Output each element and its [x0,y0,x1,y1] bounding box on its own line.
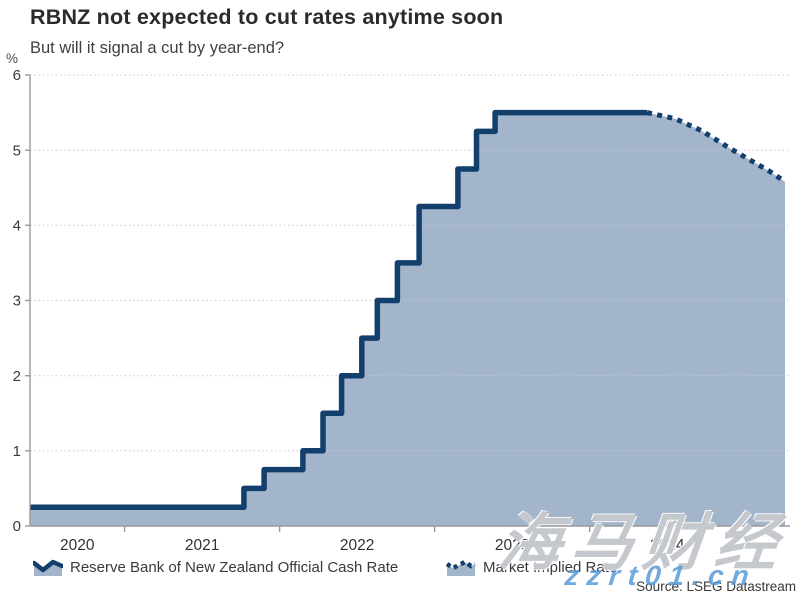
y-tick-label-6: 6 [13,67,21,84]
dotted-line-legend-icon [446,559,476,576]
legend-label-market-implied-rate: Market Implied Rate [483,558,618,576]
y-tick-label-5: 5 [13,142,21,159]
y-tick-label-3: 3 [13,293,21,310]
official-cash-rate-line [30,109,647,510]
source-attribution: Source: LSEG Datastream [636,579,796,594]
y-axis-unit-label: % [6,51,19,66]
y-tick-label-0: 0 [13,518,21,535]
y-tick-label-2: 2 [13,368,21,385]
legend-label-official-cash-rate: Reserve Bank of New Zealand Official Cas… [70,558,399,576]
x-tick-label-2023: 2023 [495,537,529,554]
rate-area-fill [30,112,785,526]
watermark-site: zzrt01.cn [563,560,759,591]
x-tick-label-2021: 2021 [185,537,219,554]
chart-subtitle: But will it signal a cut by year-end? [30,39,285,57]
x-tick-label-2024: 2024 [650,537,685,554]
y-tick-label-4: 4 [13,218,21,235]
y-tick-label-1: 1 [13,443,21,460]
x-tick-label-2020: 2020 [60,537,95,554]
legend-item-official-cash-rate: Reserve Bank of New Zealand Official Cas… [33,557,398,577]
legend-item-market-implied-rate: Market Implied Rate [446,557,617,577]
area-line-legend-icon [33,559,63,576]
chart-title: RBNZ not expected to cut rates anytime s… [30,5,504,29]
x-tick-label-2022: 2022 [340,537,374,554]
market-implied-rate-dotted-line [646,110,787,184]
